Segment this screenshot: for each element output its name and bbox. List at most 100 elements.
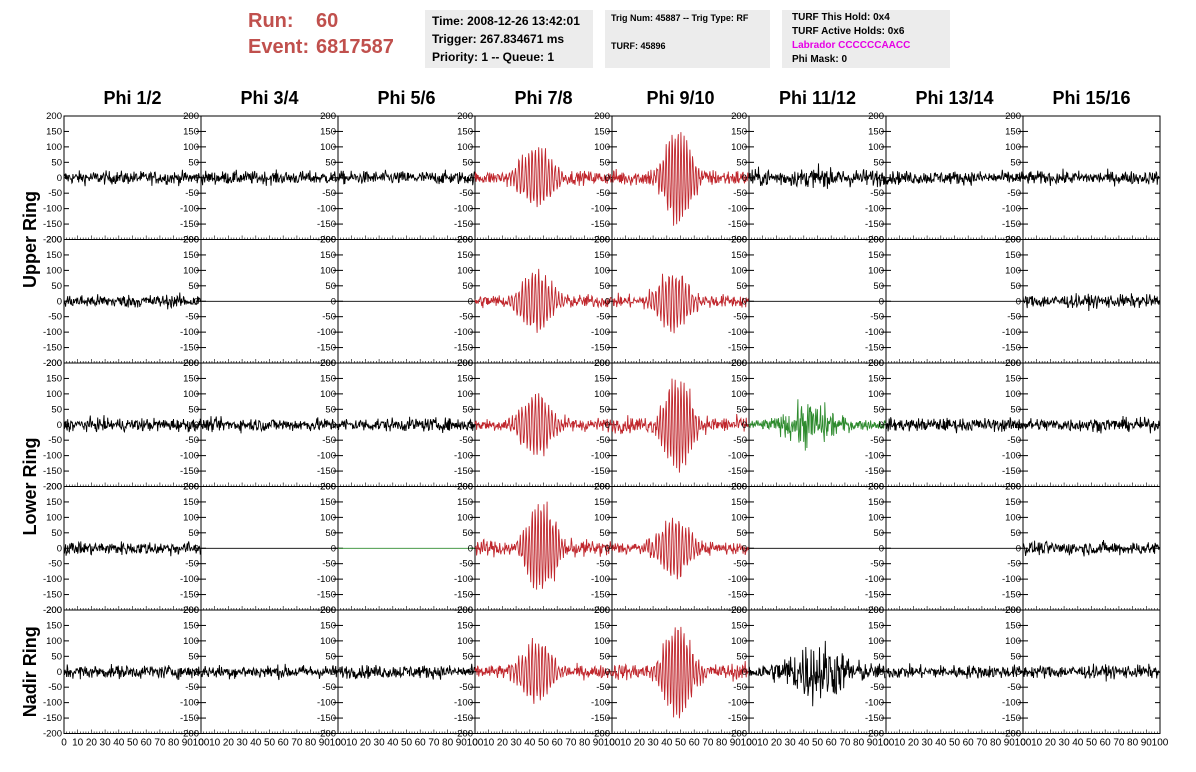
y-tick-label: 100: [868, 512, 884, 523]
y-tick-label: -100: [865, 204, 884, 215]
y-tick-label: 200: [1005, 482, 1021, 493]
x-tick-label: 70: [702, 738, 714, 749]
y-tick-label: 50: [1010, 157, 1021, 168]
y-tick-label: 200: [183, 482, 199, 493]
x-tick-label: 50: [401, 738, 413, 749]
y-tick-label: -150: [43, 343, 62, 354]
y-tick-label: 50: [736, 157, 747, 168]
y-tick-label: -100: [865, 327, 884, 338]
x-tick-label: 0: [746, 738, 752, 749]
y-tick-label: -50: [733, 312, 747, 323]
y-tick-label: -200: [180, 729, 199, 740]
x-tick-label: 90: [593, 738, 605, 749]
y-tick-label: -150: [43, 466, 62, 477]
y-tick-label: -100: [180, 451, 199, 462]
y-tick-label: -100: [43, 451, 62, 462]
y-tick-label: 200: [731, 605, 747, 616]
series-line: [611, 378, 749, 473]
y-tick-label: -150: [43, 590, 62, 601]
y-tick-label: 200: [457, 358, 473, 369]
y-tick-label: -50: [733, 682, 747, 693]
y-tick-label: 0: [468, 296, 473, 307]
y-tick-label: -50: [1007, 435, 1021, 446]
y-tick-label: 0: [468, 420, 473, 431]
x-tick-label: 60: [141, 738, 153, 749]
x-tick-label: 60: [826, 738, 838, 749]
y-tick-label: -100: [317, 698, 336, 709]
y-tick-label: -50: [596, 559, 610, 570]
y-tick-label: 0: [194, 173, 199, 184]
x-tick-label: 40: [113, 738, 125, 749]
y-tick-label: 50: [462, 651, 473, 662]
y-tick-label: 100: [457, 512, 473, 523]
y-tick-label: 200: [320, 358, 336, 369]
y-tick-label: 100: [594, 265, 610, 276]
event-label: Event:: [248, 36, 310, 58]
x-tick-label: 30: [511, 738, 523, 749]
y-tick-label: -100: [865, 698, 884, 709]
x-tick-label: 10: [483, 738, 495, 749]
y-tick-label: 100: [457, 389, 473, 400]
turf-info-box: TURF This Hold: 0x4 TURF Active Holds: 0…: [782, 10, 950, 68]
y-tick-label: 50: [736, 651, 747, 662]
y-tick-label: 150: [1005, 250, 1021, 261]
y-tick-label: 150: [594, 620, 610, 631]
series-line: [63, 540, 201, 557]
y-tick-label: 50: [462, 281, 473, 292]
y-tick-label: 50: [51, 157, 62, 168]
series-line: [63, 292, 201, 310]
y-tick-label: 200: [457, 605, 473, 616]
x-tick-label: 80: [305, 738, 317, 749]
y-tick-label: -100: [454, 204, 473, 215]
y-tick-label: -50: [870, 559, 884, 570]
y-tick-label: 150: [457, 497, 473, 508]
y-tick-label: 0: [605, 420, 610, 431]
x-tick-label: 90: [1141, 738, 1153, 749]
x-tick-label: 70: [1113, 738, 1125, 749]
y-tick-label: -100: [180, 698, 199, 709]
y-tick-label: 200: [731, 482, 747, 493]
y-tick-label: 100: [868, 636, 884, 647]
y-tick-label: -50: [322, 435, 336, 446]
y-tick-label: 50: [462, 404, 473, 415]
x-tick-label: 40: [661, 738, 673, 749]
y-tick-label: -150: [591, 466, 610, 477]
x-tick-label: 70: [154, 738, 166, 749]
column-header: Phi 15/16: [1052, 88, 1130, 108]
y-tick-label: -100: [317, 574, 336, 585]
y-tick-label: -150: [180, 713, 199, 724]
x-tick-label: 80: [990, 738, 1002, 749]
x-tick-label: 20: [634, 738, 646, 749]
y-tick-label: -150: [728, 219, 747, 230]
y-tick-label: 50: [1010, 281, 1021, 292]
y-tick-label: -200: [591, 729, 610, 740]
y-tick-label: -50: [322, 188, 336, 199]
series-line: [885, 417, 1023, 434]
column-header: Phi 3/4: [240, 88, 298, 108]
y-tick-label: -200: [728, 729, 747, 740]
y-tick-label: 100: [183, 636, 199, 647]
y-tick-label: 150: [46, 126, 62, 137]
y-tick-label: -100: [454, 451, 473, 462]
y-tick-label: -150: [180, 343, 199, 354]
y-tick-label: -50: [733, 188, 747, 199]
y-tick-label: -100: [591, 574, 610, 585]
x-tick-label: 10: [209, 738, 221, 749]
column-header: Phi 9/10: [646, 88, 714, 108]
y-tick-label: 150: [868, 250, 884, 261]
y-tick-label: 200: [183, 358, 199, 369]
y-tick-label: 0: [879, 420, 884, 431]
y-tick-label: 50: [736, 281, 747, 292]
y-tick-label: 50: [51, 281, 62, 292]
y-tick-label: 100: [731, 142, 747, 153]
x-tick-label: 50: [675, 738, 687, 749]
y-tick-label: 50: [599, 651, 610, 662]
